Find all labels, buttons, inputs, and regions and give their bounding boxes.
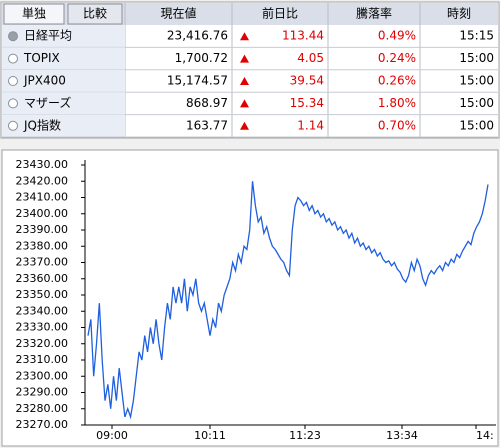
rate: 0.26% xyxy=(378,74,416,88)
change: 113.44 xyxy=(282,29,324,43)
y-tick-label: 23370.00 xyxy=(16,256,69,269)
price: 868.97 xyxy=(186,96,228,110)
change: 1.14 xyxy=(297,118,324,132)
change: 4.05 xyxy=(297,51,324,65)
tab-label[interactable]: 単独 xyxy=(22,7,46,21)
y-tick-label: 23350.00 xyxy=(16,288,69,301)
radio-button[interactable] xyxy=(8,120,18,131)
column-header: 騰落率 xyxy=(356,6,392,21)
up-arrow xyxy=(240,99,249,108)
y-tick-label: 23390.00 xyxy=(16,223,69,236)
y-tick-label: 23320.00 xyxy=(16,337,69,350)
price: 23,416.76 xyxy=(167,29,228,43)
price: 15,174.57 xyxy=(167,74,228,88)
name-cell xyxy=(2,69,125,93)
time: 15:00 xyxy=(459,118,494,132)
price: 163.77 xyxy=(186,118,228,132)
up-arrow xyxy=(240,121,249,130)
y-tick-label: 23380.00 xyxy=(16,239,69,252)
tab[interactable] xyxy=(67,3,123,25)
row-name: TOPIX xyxy=(23,51,60,65)
time: 15:00 xyxy=(459,51,494,65)
rate: 0.49% xyxy=(378,29,416,43)
radio-button[interactable] xyxy=(8,53,18,64)
row-name: JPX400 xyxy=(23,74,66,88)
chart-frame xyxy=(1,149,499,447)
up-arrow xyxy=(240,32,249,41)
y-tick-label: 23360.00 xyxy=(16,272,69,285)
change: 15.34 xyxy=(290,96,324,110)
name-cell xyxy=(2,92,125,115)
time: 15:00 xyxy=(459,96,494,110)
column-header: 前日比 xyxy=(262,6,298,21)
up-arrow xyxy=(240,54,249,63)
name-cell xyxy=(2,114,125,137)
y-tick-label: 23340.00 xyxy=(16,304,69,317)
time: 15:15 xyxy=(459,29,494,43)
tab[interactable] xyxy=(3,3,65,25)
time: 15:00 xyxy=(459,74,494,88)
row-name: 日経平均 xyxy=(24,29,72,43)
row-name: JQ指数 xyxy=(23,117,61,132)
x-tick-label: 10:11 xyxy=(194,429,226,442)
rate: 1.80% xyxy=(378,96,416,110)
name-cell xyxy=(2,47,125,70)
up-arrow xyxy=(240,77,249,85)
price: 1,700.72 xyxy=(175,51,228,65)
x-tick-label: 14: xyxy=(476,429,494,442)
radio-button[interactable] xyxy=(8,76,18,86)
change: 39.54 xyxy=(290,74,324,88)
y-tick-label: 23430.00 xyxy=(16,158,69,171)
y-tick-label: 23300.00 xyxy=(16,369,69,382)
y-tick-label: 23330.00 xyxy=(16,321,69,334)
y-tick-label: 23410.00 xyxy=(16,191,69,204)
x-tick-label: 13:34 xyxy=(386,429,418,442)
price-line xyxy=(87,181,489,420)
x-tick-label: 09:00 xyxy=(96,429,128,442)
header-row xyxy=(2,3,498,25)
radio-button[interactable] xyxy=(8,98,18,109)
radio-button[interactable] xyxy=(8,31,18,42)
y-tick-label: 23290.00 xyxy=(16,386,69,399)
y-tick-label: 23400.00 xyxy=(16,207,69,220)
tab-label[interactable]: 比較 xyxy=(83,6,107,21)
name-cell xyxy=(2,25,125,48)
y-tick-label: 23310.00 xyxy=(16,353,69,366)
y-tick-label: 23420.00 xyxy=(16,174,69,187)
row-name: マザーズ xyxy=(24,95,71,110)
rate: 0.70% xyxy=(378,118,416,132)
column-header: 現在値 xyxy=(160,6,196,21)
rate: 0.24% xyxy=(378,51,416,65)
y-tick-label: 23270.00 xyxy=(16,418,69,431)
x-tick-label: 11:23 xyxy=(289,429,321,442)
column-header: 時刻 xyxy=(447,7,471,21)
y-tick-label: 23280.00 xyxy=(16,402,69,415)
